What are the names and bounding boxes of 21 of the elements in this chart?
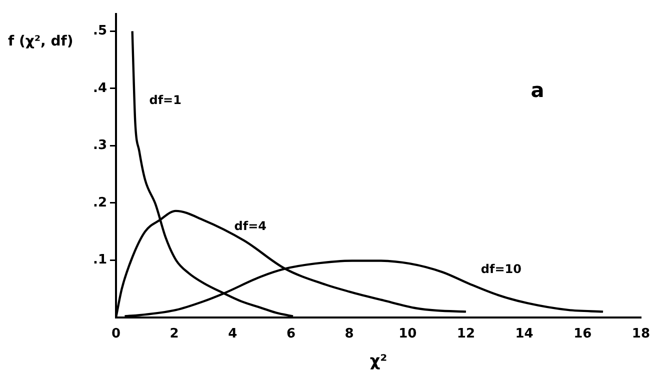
x-tick-label: 12 <box>456 326 476 342</box>
x-tick-label: 4 <box>228 326 238 342</box>
x-axis-title: χ² <box>370 351 388 370</box>
y-tick-label: .4 <box>93 80 107 96</box>
x-tick-label: 8 <box>344 326 354 342</box>
y-axis-title: f (χ², df) <box>8 34 74 50</box>
y-tick-label: .2 <box>93 195 107 210</box>
x-tick-label: 2 <box>170 326 179 342</box>
y-tick-label: .3 <box>93 138 107 154</box>
x-tick-label: 6 <box>286 326 296 342</box>
y-tick-label: .1 <box>93 252 107 268</box>
x-tick-label: 10 <box>398 326 417 342</box>
y-tick-label: .5 <box>93 24 107 39</box>
x-tick-label: 18 <box>632 326 650 342</box>
series-label: df=10 <box>480 262 522 276</box>
series-label: df=4 <box>234 218 267 233</box>
annotation: a <box>530 78 544 102</box>
series-label: df=1 <box>149 92 182 107</box>
x-tick-label: 14 <box>515 326 534 342</box>
x-tick-label: 16 <box>574 326 592 342</box>
x-tick-label: 0 <box>111 326 121 342</box>
